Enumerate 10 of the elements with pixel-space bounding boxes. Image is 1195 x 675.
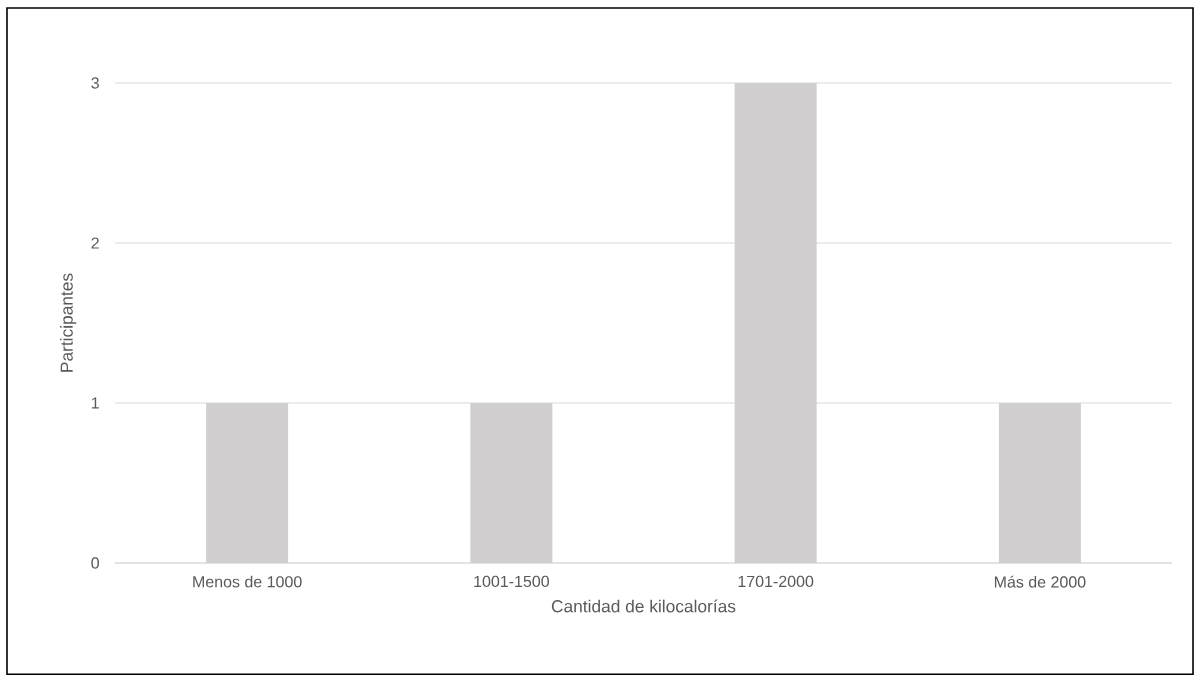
x-tick-label: 1001-1500	[474, 575, 549, 588]
x-tick-label: 1701-2000	[738, 575, 814, 588]
y-tick-label: 0	[91, 557, 100, 569]
y-tick-label: 3	[91, 77, 99, 89]
y-tick-label: 1	[91, 397, 99, 409]
x-tick-label: Menos de 1000	[193, 575, 302, 588]
x-axis-title: Cantidad de kilocalorías	[551, 599, 736, 613]
x-tick-label: Más de 2000	[994, 575, 1086, 588]
y-tick-label: 2	[91, 237, 99, 249]
y-axis-title: Participantes	[60, 273, 77, 372]
